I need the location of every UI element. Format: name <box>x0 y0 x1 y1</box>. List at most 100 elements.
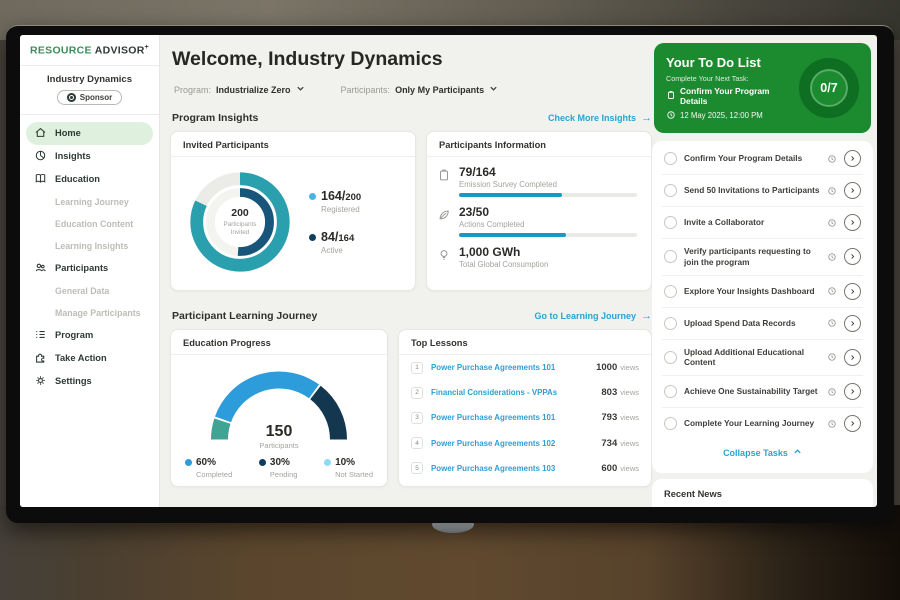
registered-value: 164/ <box>321 189 345 203</box>
card-title: Top Lessons <box>399 330 651 355</box>
metric-label: Actions Completed <box>459 220 637 229</box>
checkbox[interactable] <box>664 385 677 398</box>
sidebar-item-insights[interactable]: Insights <box>26 145 153 168</box>
views-count: 1000 <box>596 362 617 373</box>
task-row-invite-collaborator[interactable]: Invite a Collaborator <box>662 207 863 239</box>
checkbox[interactable] <box>664 351 677 364</box>
sidebar-item-manage-participants[interactable]: Manage Participants <box>26 302 153 324</box>
lesson-row[interactable]: 2 Financial Considerations - VPPAs 803 v… <box>399 380 651 405</box>
checkbox[interactable] <box>664 152 677 165</box>
check-more-insights-link[interactable]: Check More Insights → <box>548 113 652 124</box>
lesson-link[interactable]: Financial Considerations - VPPAs <box>431 388 601 397</box>
task-row-complete-journey[interactable]: Complete Your Learning Journey <box>662 408 863 439</box>
not-started-dot-icon <box>324 459 331 466</box>
lesson-row[interactable]: 1 Power Purchase Agreements 101 1000 vie… <box>399 355 651 380</box>
sidebar-item-take-action[interactable]: Take Action <box>26 347 153 370</box>
views-count: 803 <box>601 387 617 398</box>
views-count: 600 <box>601 463 617 474</box>
sidebar-item-general-data[interactable]: General Data <box>26 280 153 302</box>
task-row-send-invitations[interactable]: Send 50 Invitations to Participants <box>662 175 863 207</box>
collapse-label: Collapse Tasks <box>723 448 788 458</box>
insights-icon <box>34 149 47 164</box>
sidebar-item-participants[interactable]: Participants <box>26 257 153 280</box>
lesson-link[interactable]: Power Purchase Agreements 101 <box>431 363 596 372</box>
participants-dropdown[interactable]: Participants: Only My Participants <box>341 84 499 95</box>
views-count: 734 <box>601 438 617 449</box>
card-title: Invited Participants <box>171 132 415 157</box>
task-label: Invite a Collaborator <box>684 217 820 228</box>
sidebar-item-settings[interactable]: Settings <box>26 370 153 393</box>
sidebar-item-label: Take Action <box>55 353 107 363</box>
checkbox[interactable] <box>664 285 677 298</box>
sidebar-item-learning-journey[interactable]: Learning Journey <box>26 191 153 213</box>
chevron-right-button[interactable] <box>844 349 861 366</box>
task-row-upload-educational-content[interactable]: Upload Additional Educational Content <box>662 340 863 377</box>
actions-progress-bar <box>459 233 637 237</box>
checkbox[interactable] <box>664 417 677 430</box>
chevron-right-button[interactable] <box>844 415 861 432</box>
chevron-right-button[interactable] <box>844 383 861 400</box>
sponsor-badge[interactable]: Sponsor <box>57 90 122 105</box>
lesson-link[interactable]: Power Purchase Agreements 103 <box>431 464 601 473</box>
lesson-row[interactable]: 3 Power Purchase Agreements 101 793 view… <box>399 405 651 430</box>
views-label: views <box>620 388 639 397</box>
clock-icon <box>827 154 837 164</box>
filter-bar: Program: Industrialize Zero Participants… <box>174 84 498 95</box>
participants-dropdown-value: Only My Participants <box>395 85 484 95</box>
metric-label: Total Global Consumption <box>459 260 637 269</box>
checkbox[interactable] <box>664 216 677 229</box>
education-progress-card: Education Progress 150 Participants 60% <box>170 329 388 487</box>
task-label: Upload Spend Data Records <box>684 318 820 329</box>
app-logo[interactable]: RESOURCE ADVISOR+ <box>20 35 159 66</box>
task-label: Upload Additional Educational Content <box>684 347 820 369</box>
task-row-upload-spend-data[interactable]: Upload Spend Data Records <box>662 308 863 340</box>
lesson-row[interactable]: 5 Power Purchase Agreements 103 600 view… <box>399 456 651 481</box>
sidebar: RESOURCE ADVISOR+ Industry Dynamics Spon… <box>20 35 160 507</box>
sidebar-item-education[interactable]: Education <box>26 168 153 191</box>
legend-registered: 164/200 Registered <box>309 189 361 214</box>
clock-icon <box>827 218 837 228</box>
program-dropdown[interactable]: Program: Industrialize Zero <box>174 84 305 95</box>
sidebar-item-label: Insights <box>55 151 91 161</box>
sidebar-item-label: Participants <box>55 263 108 273</box>
arrow-right-icon: → <box>641 311 652 322</box>
sidebar-item-program[interactable]: Program <box>26 324 153 347</box>
sidebar-item-label: Education <box>55 174 100 184</box>
legend-value: 10% <box>335 457 355 468</box>
task-row-explore-insights[interactable]: Explore Your Insights Dashboard <box>662 276 863 308</box>
sidebar-item-home[interactable]: Home <box>26 122 153 145</box>
chevron-right-button[interactable] <box>844 214 861 231</box>
checkbox[interactable] <box>664 250 677 263</box>
chevron-down-icon <box>489 84 498 95</box>
gauge-center-value: 150 <box>194 423 364 441</box>
card-title: Participants Information <box>427 132 651 157</box>
chevron-right-button[interactable] <box>844 150 861 167</box>
lesson-row[interactable]: 4 Power Purchase Agreements 102 734 view… <box>399 431 651 456</box>
go-to-learning-journey-link[interactable]: Go to Learning Journey → <box>534 311 652 322</box>
dashboard-screen: RESOURCE ADVISOR+ Industry Dynamics Spon… <box>20 35 877 507</box>
lesson-link[interactable]: Power Purchase Agreements 102 <box>431 439 601 448</box>
legend-pending: 30% Pending <box>259 457 298 479</box>
collapse-tasks-link[interactable]: Collapse Tasks <box>662 439 863 462</box>
todo-summary-card: Your To Do List Complete Your Next Task:… <box>654 43 871 133</box>
task-row-verify-participants[interactable]: Verify participants requesting to join t… <box>662 239 863 276</box>
card-title: Education Progress <box>171 330 387 355</box>
metric-label: Emission Survey Completed <box>459 180 637 189</box>
chevron-right-button[interactable] <box>844 283 861 300</box>
section-title: Program Insights <box>172 112 258 124</box>
clipboard-icon <box>437 165 452 197</box>
task-row-confirm-program[interactable]: Confirm Your Program Details <box>662 143 863 175</box>
sponsor-badge-icon <box>67 93 76 102</box>
task-row-achieve-target[interactable]: Achieve One Sustainability Target <box>662 376 863 408</box>
gear-icon <box>34 374 47 389</box>
invited-participants-card: Invited Participants 200 Participants In… <box>170 131 416 291</box>
sidebar-item-learning-insights[interactable]: Learning Insights <box>26 235 153 257</box>
sidebar-item-education-content[interactable]: Education Content <box>26 213 153 235</box>
checkbox[interactable] <box>664 184 677 197</box>
chevron-right-button[interactable] <box>844 248 861 265</box>
chevron-right-button[interactable] <box>844 315 861 332</box>
recent-news-title: Recent News <box>652 479 873 507</box>
lesson-link[interactable]: Power Purchase Agreements 101 <box>431 413 601 422</box>
chevron-right-button[interactable] <box>844 182 861 199</box>
checkbox[interactable] <box>664 317 677 330</box>
